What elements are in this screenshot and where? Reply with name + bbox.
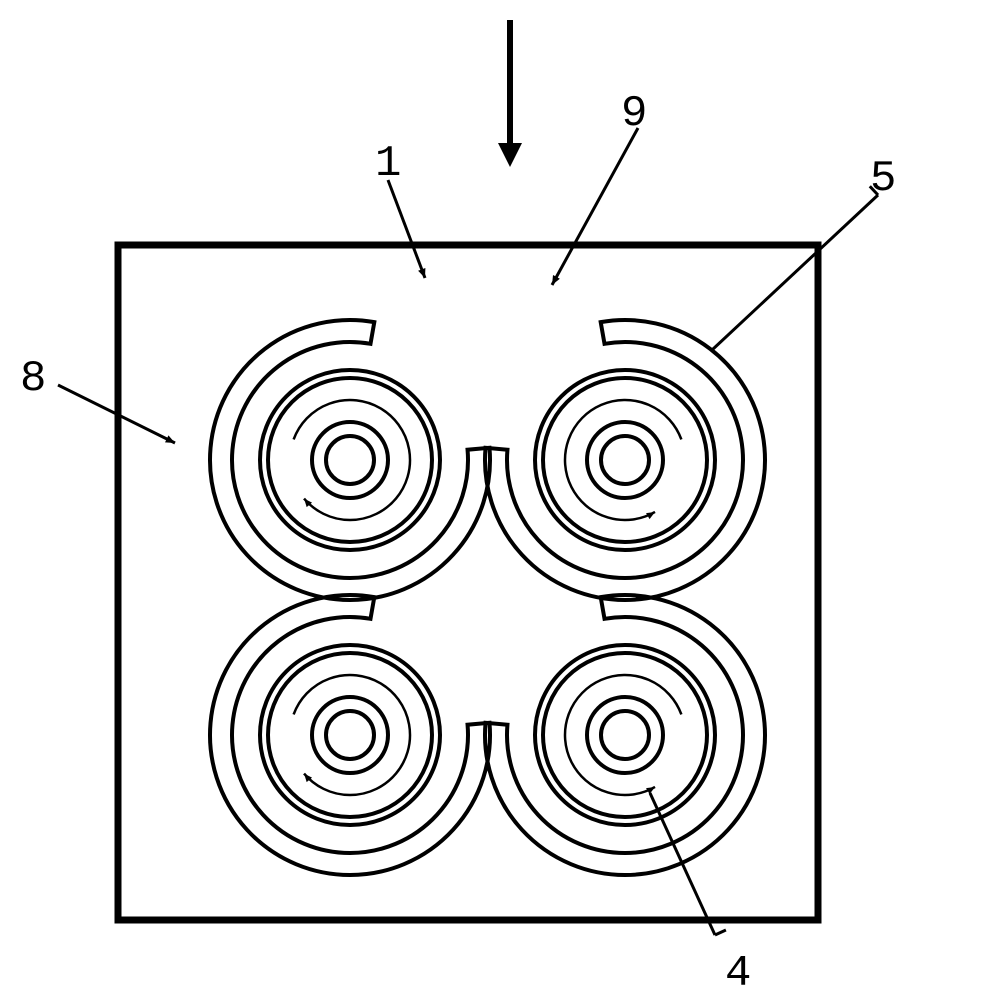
label-4: 4 bbox=[725, 949, 751, 997]
label-8: 8 bbox=[20, 354, 46, 404]
diagram-container: 19584 bbox=[0, 0, 1000, 997]
diagram-svg: 19584 bbox=[0, 0, 1000, 997]
label-5: 5 bbox=[870, 154, 896, 204]
label-9: 9 bbox=[621, 89, 647, 139]
